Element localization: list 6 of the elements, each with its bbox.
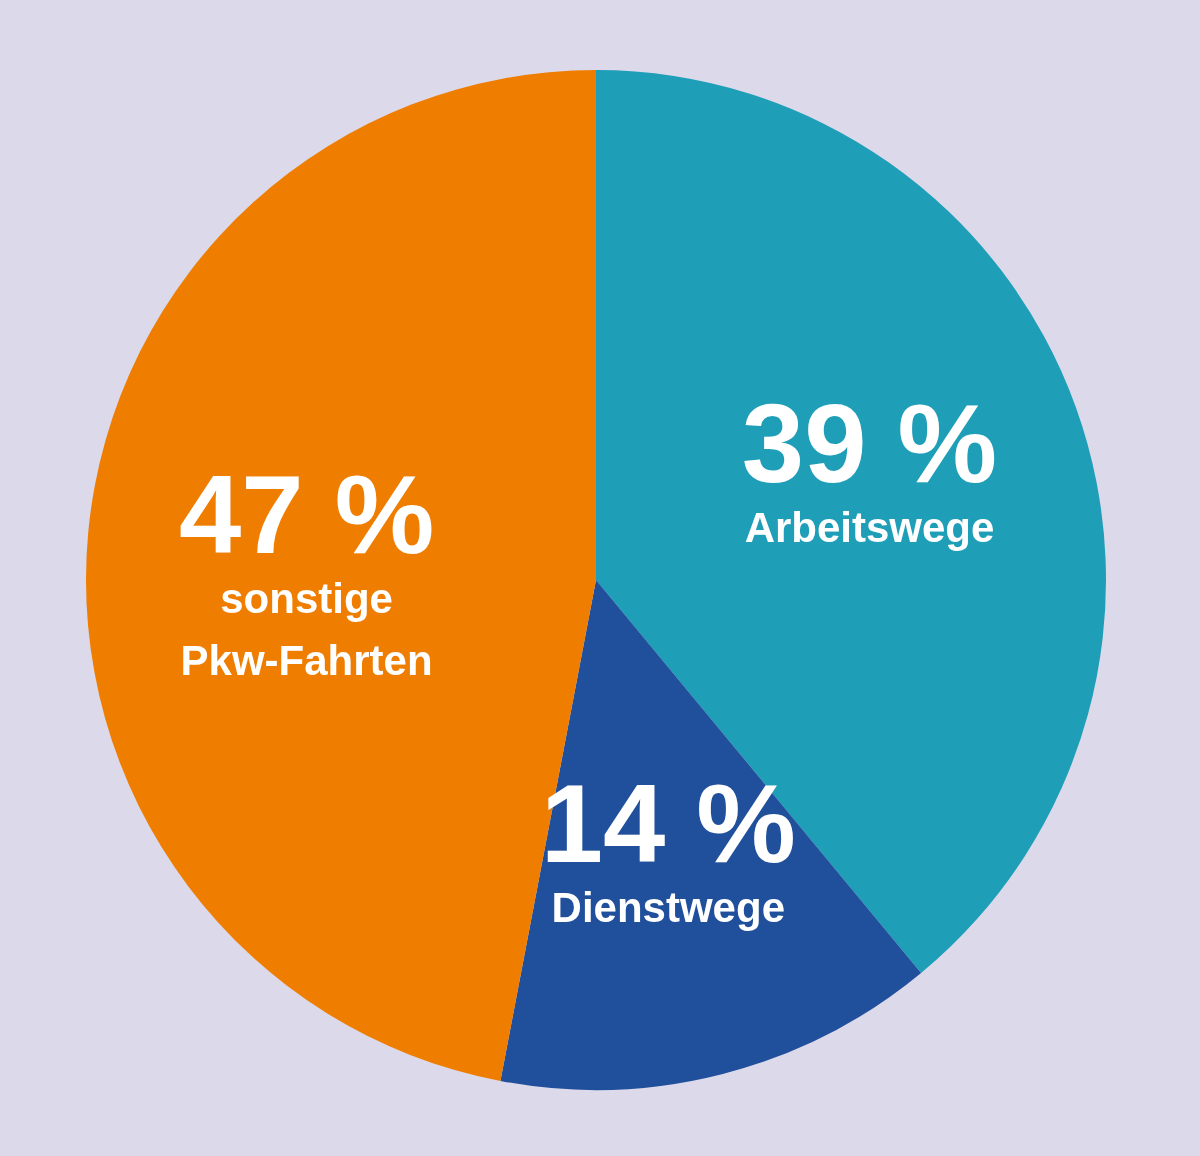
data-label: 14 % xyxy=(540,760,796,886)
data-label: 39 % xyxy=(741,380,998,506)
slice-label: Arbeitswege xyxy=(744,503,995,551)
data-label: 47 % xyxy=(178,451,435,577)
slice-label: Dienstwege xyxy=(551,883,785,931)
slice-label: sonstige Pkw-Fahrten xyxy=(180,574,433,684)
